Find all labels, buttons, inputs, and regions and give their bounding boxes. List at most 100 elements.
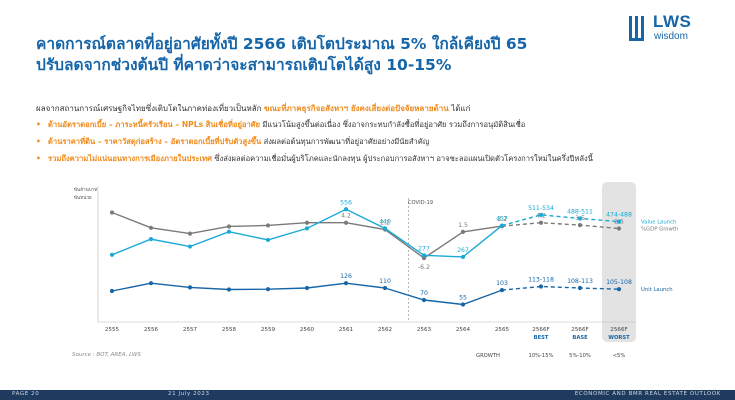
footer-bar: PAGE 20 21 July 2023 ECONOMIC AND BMR RE… xyxy=(0,390,735,400)
x-tick-label-6: 2561 xyxy=(339,327,354,333)
series-point-2-11 xyxy=(538,284,544,289)
data-label-0-9: 1.5 xyxy=(458,222,468,229)
series-point-1-7 xyxy=(382,226,388,231)
scenario-label-0: BEST xyxy=(534,335,549,341)
series-point-2-12 xyxy=(577,285,583,291)
series-point-0-13 xyxy=(616,226,622,231)
series-point-2-10 xyxy=(499,288,505,293)
series-point-2-2 xyxy=(187,285,193,290)
series-point-2-7 xyxy=(382,285,388,291)
series-point-1-3 xyxy=(226,229,232,234)
legend-2: Unit Launch xyxy=(641,287,673,293)
chart-source: Source : BOT, AREA, LWS xyxy=(72,352,141,358)
series-point-1-8 xyxy=(421,253,427,258)
footer-date: 21 July 2023 xyxy=(168,391,210,397)
x-tick-label-7: 2562 xyxy=(378,327,392,333)
series-point-1-0 xyxy=(109,252,115,257)
intro-text: ผลจากสถานการณ์เศรษฐกิจไทยซึ่งเติบโตในภาค… xyxy=(36,102,706,115)
intro-part-2: ได้แก่ xyxy=(448,104,471,113)
data-label-1-10: 457 xyxy=(496,216,508,223)
series-point-0-5 xyxy=(304,220,310,225)
series-point-0-12 xyxy=(577,223,583,228)
series-point-0-11 xyxy=(538,220,544,225)
data-label-1-9: 267 xyxy=(457,247,469,254)
intro-highlight: ขณะที่ภาคธุรกิจอสังหาฯ ยังคงเสี่ยงต่อปัจ… xyxy=(264,104,449,113)
data-label-0-8: -6.2 xyxy=(418,264,430,271)
x-tick-label-3: 2558 xyxy=(222,327,237,333)
worst-scenario-band xyxy=(602,182,636,342)
data-label-1-12: 488-511 xyxy=(567,209,593,216)
series-point-1-5 xyxy=(304,226,310,231)
x-tick-label-9: 2564 xyxy=(456,327,471,333)
data-label-1-11: 511-534 xyxy=(528,205,554,212)
data-label-2-13: 105-108 xyxy=(606,279,632,286)
series-point-0-1 xyxy=(148,225,154,230)
series-point-2-1 xyxy=(148,281,154,286)
series-point-1-12 xyxy=(577,216,583,221)
title-line-2: ปรับลดจากช่วงต้นปี ที่คาดว่าจะสามารถเติบ… xyxy=(36,56,452,74)
x-tick-label-4: 2559 xyxy=(261,327,276,333)
bullet-list: • ด้านอัตราดอกเบี้ย – ภาระหนี้ครัวเรือน … xyxy=(36,116,726,167)
series-point-1-1 xyxy=(148,237,154,242)
series-point-0-6 xyxy=(343,220,349,225)
bullet-item: • รวมถึงความไม่แน่นอนทางการเมืองภายในประ… xyxy=(36,150,726,167)
series-point-1-6 xyxy=(343,207,349,212)
x-tick-label-13: 2566F xyxy=(610,327,627,333)
data-label-0-6: 4.2 xyxy=(341,213,351,220)
data-label-1-8: 277 xyxy=(418,245,430,252)
intro-part-1: ผลจากสถานการณ์เศรษฐกิจไทยซึ่งเติบโตในภาค… xyxy=(36,104,265,113)
series-point-2-8 xyxy=(421,297,427,303)
x-tick-label-11: 2566F xyxy=(532,327,549,333)
data-label-2-11: 113-118 xyxy=(528,277,554,284)
x-tick-label-0: 2555 xyxy=(105,327,120,333)
bullet-highlight: รวมถึงความไม่แน่นอนทางการเมืองภายในประเท… xyxy=(48,154,212,163)
data-label-2-12: 108-113 xyxy=(567,278,593,285)
logo-text: LWS xyxy=(653,12,692,31)
x-tick-label-2: 2557 xyxy=(183,327,198,333)
legend-1: Value Launch xyxy=(641,220,676,226)
unit-label-value: พันล้านบาท xyxy=(74,186,97,193)
series-point-0-3 xyxy=(226,224,232,229)
footer-page: PAGE 20 xyxy=(12,391,40,397)
bullet-dot-icon: • xyxy=(36,120,41,129)
bullet-item: • ด้านอัตราดอกเบี้ย – ภาระหนี้ครัวเรือน … xyxy=(36,116,726,133)
growth-label: GROWTH xyxy=(476,353,500,359)
series-forecast-line-0 xyxy=(501,222,620,230)
data-label-1-7: 440 xyxy=(379,218,391,225)
footer-title: ECONOMIC AND BMR REAL ESTATE OUTLOOK xyxy=(574,391,721,397)
x-tick-label-8: 2563 xyxy=(417,327,432,333)
growth-value-2: <5% xyxy=(613,353,626,359)
x-tick-label-5: 2560 xyxy=(300,327,315,333)
series-point-2-9 xyxy=(460,302,466,307)
series-line-1 xyxy=(111,208,503,258)
series-point-2-5 xyxy=(304,285,310,291)
growth-value-1: 5%-10% xyxy=(569,353,591,359)
series-point-0-2 xyxy=(187,231,193,236)
logo-bars-icon xyxy=(629,16,644,41)
data-label-1-6: 556 xyxy=(340,199,352,206)
series-point-2-4 xyxy=(265,287,271,292)
covid-label: COVID-19 xyxy=(408,200,433,206)
series-point-1-13 xyxy=(616,219,622,224)
bullet-text: ส่งผลต่อต้นทุนการพัฒนาที่อยู่อาศัยอย่างม… xyxy=(261,137,430,146)
data-label-2-7: 110 xyxy=(379,278,391,285)
bullet-text: ซึ่งส่งผลต่อความเชื่อมั่นผู้บริโภคและนัก… xyxy=(211,154,593,163)
unit-label-units: พันหน่วย xyxy=(74,194,92,201)
series-point-1-2 xyxy=(187,244,193,249)
x-tick-label-1: 2556 xyxy=(144,327,159,333)
slide-title: คาดการณ์ตลาดที่อยู่อาศัยทั้งปี 2566 เติบ… xyxy=(36,34,596,76)
legend-0: %GDP Growth xyxy=(641,227,678,233)
bullet-highlight: ด้านราคาที่ดิน – ราคาวัสดุก่อสร้าง – อัต… xyxy=(48,137,262,146)
series-point-0-0 xyxy=(109,210,115,215)
series-point-0-9 xyxy=(460,229,466,234)
series-point-1-9 xyxy=(460,254,466,260)
growth-value-0: 10%-15% xyxy=(529,353,554,359)
data-label-1-13: 474-488 xyxy=(606,212,632,219)
series-point-2-3 xyxy=(226,287,232,292)
series-point-2-13 xyxy=(616,287,622,292)
bullet-highlight: ด้านอัตราดอกเบี้ย – ภาระหนี้ครัวเรือน – … xyxy=(48,120,260,129)
data-label-2-9: 55 xyxy=(459,295,467,302)
bullet-item: • ด้านราคาที่ดิน – ราคาวัสดุก่อสร้าง – อ… xyxy=(36,133,726,150)
series-point-2-6 xyxy=(343,281,349,286)
